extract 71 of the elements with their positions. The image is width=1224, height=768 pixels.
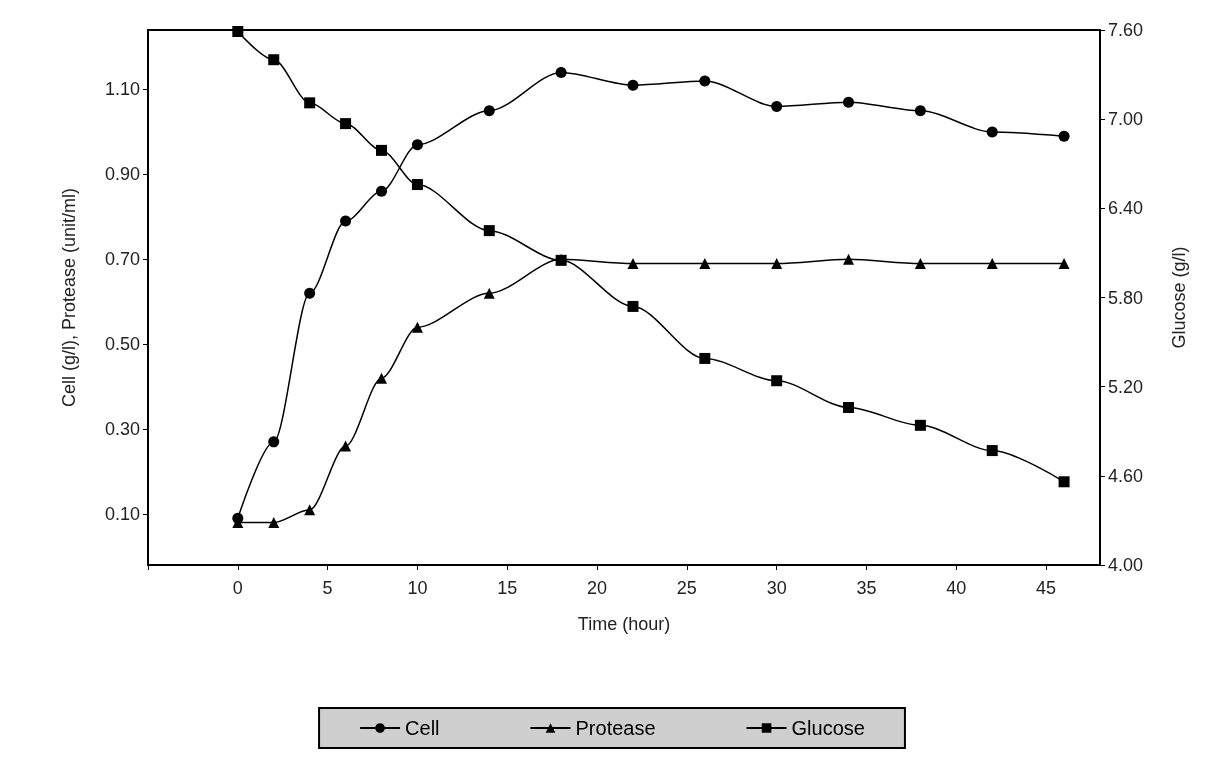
- point: [986, 258, 998, 270]
- point: [771, 375, 783, 387]
- y-axis-title: Cell (g/l), Protease (unit/ml): [59, 187, 79, 408]
- legend-label: Cell: [405, 717, 440, 739]
- point: [771, 100, 783, 112]
- point: [268, 517, 280, 529]
- point: [914, 105, 926, 117]
- point: [1058, 476, 1070, 488]
- point: [627, 300, 639, 312]
- point: [340, 215, 352, 227]
- y2-axis-title: Glucose (g/l): [1169, 246, 1189, 349]
- y2-tick-label: 5.20: [1108, 376, 1144, 397]
- point: [627, 258, 639, 270]
- point: [699, 258, 711, 270]
- point: [699, 352, 711, 364]
- x-tick-label: 20: [587, 578, 608, 598]
- point: [555, 66, 567, 78]
- x-tick-label: 35: [856, 578, 877, 598]
- y2-tick-label: 7.60: [1108, 20, 1144, 40]
- point: [376, 372, 388, 384]
- point: [1058, 258, 1070, 270]
- y2-tick-label: 4.00: [1108, 555, 1144, 575]
- point: [340, 440, 352, 452]
- point: [232, 512, 244, 524]
- point: [914, 258, 926, 270]
- y-tick-label: 0.70: [104, 249, 140, 270]
- x-tick-label: 0: [232, 578, 243, 598]
- x-tick-label: 5: [322, 578, 333, 598]
- point: [986, 445, 998, 457]
- x-tick-label: 45: [1036, 578, 1057, 598]
- point: [483, 105, 495, 117]
- point: [483, 225, 495, 237]
- point: [340, 118, 352, 130]
- point: [771, 258, 783, 270]
- legend-label: Glucose: [791, 717, 865, 739]
- point: [699, 75, 711, 87]
- x-tick-label: 10: [407, 578, 428, 598]
- point: [483, 287, 495, 299]
- x-tick-label: 15: [497, 578, 518, 598]
- x-axis-title: Time (hour): [577, 614, 671, 634]
- point: [232, 25, 244, 37]
- point: [843, 401, 855, 413]
- point: [304, 287, 316, 299]
- y-tick-label: 1.10: [104, 79, 140, 100]
- y2-tick-label: 7.00: [1108, 109, 1144, 130]
- y2-tick-label: 4.60: [1108, 465, 1144, 486]
- point: [268, 436, 280, 448]
- x-tick-label: 25: [676, 578, 697, 598]
- point: [914, 419, 926, 431]
- y-tick-label: 0.50: [104, 334, 140, 355]
- point: [411, 179, 423, 191]
- y2-tick-label: 6.40: [1108, 198, 1144, 219]
- x-tick-label: 30: [766, 578, 787, 598]
- point: [376, 144, 388, 156]
- point: [268, 54, 280, 66]
- point: [1058, 130, 1070, 142]
- y-tick-label: 0.10: [104, 504, 140, 525]
- point: [304, 504, 316, 516]
- x-tick-label: 40: [946, 578, 967, 598]
- point: [986, 126, 998, 138]
- point: [411, 321, 423, 333]
- point: [627, 79, 639, 91]
- point: [843, 96, 855, 108]
- y-tick-label: 0.30: [104, 419, 140, 440]
- point: [843, 253, 855, 265]
- point: [376, 185, 388, 197]
- point: [304, 97, 316, 109]
- point: [411, 139, 423, 151]
- y2-tick-label: 5.80: [1108, 287, 1144, 308]
- y-tick-label: 0.90: [104, 164, 140, 185]
- legend-label: Protease: [575, 717, 656, 739]
